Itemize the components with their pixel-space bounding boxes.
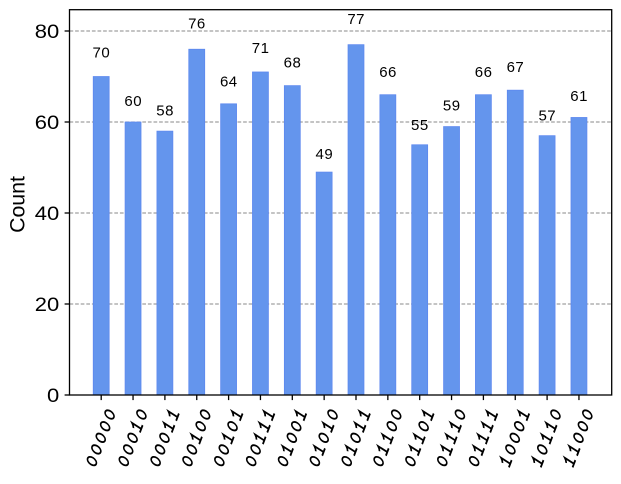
svg-text:70: 70	[93, 45, 111, 62]
svg-text:68: 68	[284, 54, 302, 71]
svg-text:59: 59	[443, 98, 461, 115]
svg-text:60: 60	[124, 93, 142, 110]
svg-text:58: 58	[156, 103, 174, 120]
svg-text:57: 57	[538, 107, 556, 124]
svg-text:60: 60	[35, 112, 59, 134]
svg-text:Count: Count	[6, 176, 30, 233]
svg-text:64: 64	[220, 74, 238, 91]
svg-text:67: 67	[507, 59, 525, 76]
svg-text:66: 66	[379, 64, 397, 81]
svg-text:49: 49	[316, 146, 334, 163]
svg-text:80: 80	[35, 21, 59, 43]
svg-text:76: 76	[188, 16, 206, 33]
svg-text:20: 20	[35, 294, 59, 316]
svg-text:71: 71	[252, 40, 270, 57]
svg-text:40: 40	[35, 203, 59, 225]
svg-text:55: 55	[411, 117, 429, 134]
svg-text:0: 0	[47, 385, 59, 407]
svg-text:77: 77	[347, 11, 365, 28]
svg-text:61: 61	[570, 88, 588, 105]
svg-text:66: 66	[475, 64, 493, 81]
